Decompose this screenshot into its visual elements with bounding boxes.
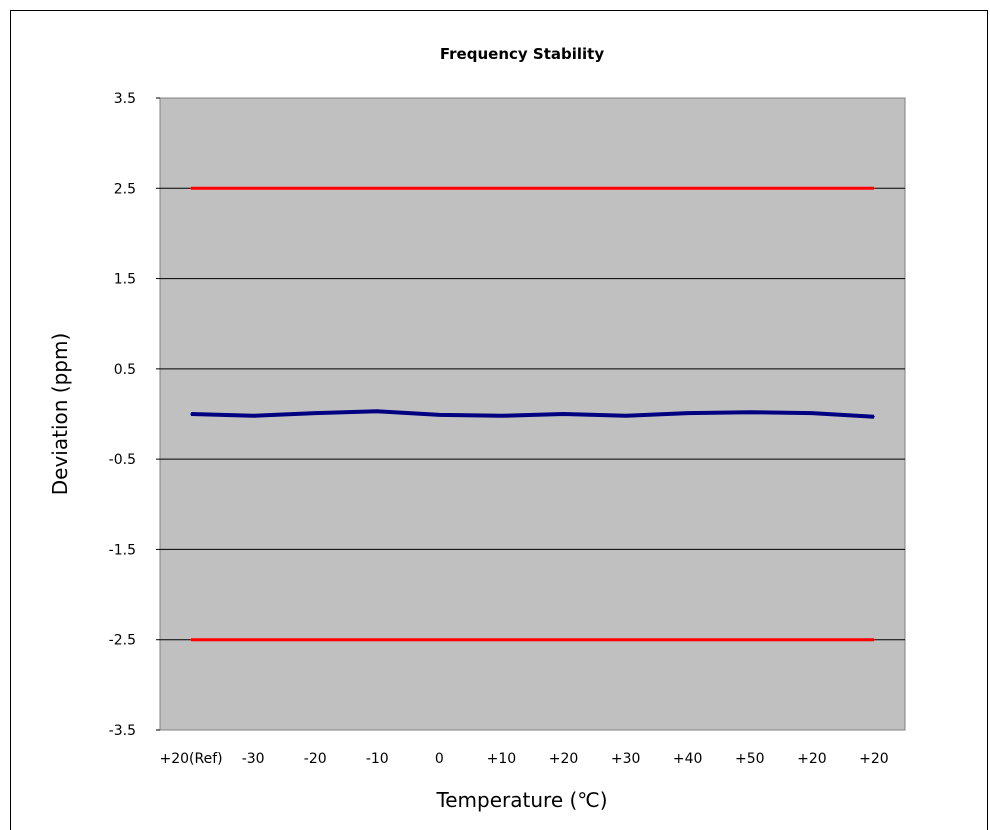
series-2-point xyxy=(438,638,441,641)
x-tick-label: +50 xyxy=(735,751,765,767)
x-tick-label: +30 xyxy=(611,751,641,767)
series-1-point xyxy=(500,187,503,190)
series-0-point xyxy=(686,412,689,414)
x-tick-label: 0 xyxy=(435,751,444,767)
series-0-point xyxy=(562,413,565,415)
y-tick-label: -0.5 xyxy=(109,452,136,468)
series-1-point xyxy=(624,187,627,190)
series-1-point xyxy=(314,187,317,190)
x-tick-label: -30 xyxy=(242,751,265,767)
series-0-point xyxy=(376,410,379,413)
series-line-0 xyxy=(190,409,875,419)
series-2-point xyxy=(811,638,813,641)
series-0-point xyxy=(438,414,441,416)
series-0-point xyxy=(314,412,317,414)
series-2-point xyxy=(190,638,192,641)
y-axis-label: Deviation (ppm) xyxy=(48,333,72,496)
series-0-point xyxy=(873,415,875,418)
x-tick-label: -10 xyxy=(366,751,389,767)
series-0-point xyxy=(500,415,503,417)
y-tick-label: -3.5 xyxy=(109,723,136,739)
series-2-point xyxy=(686,638,689,641)
series-2-point xyxy=(314,638,317,641)
x-tick-label: +10 xyxy=(487,751,517,767)
y-tick-label: -1.5 xyxy=(109,542,136,558)
series-1-point xyxy=(376,187,379,190)
series-1-point xyxy=(811,187,813,190)
y-tick-label: 3.5 xyxy=(114,91,136,107)
series-1-point xyxy=(873,187,875,190)
series-2-point xyxy=(624,638,627,641)
x-tick-label: -20 xyxy=(304,751,327,767)
series-1-point xyxy=(686,187,689,190)
series-1-point xyxy=(438,187,441,190)
series-2-point xyxy=(748,638,751,641)
x-axis-label: Temperature (℃) xyxy=(435,788,607,812)
y-axis-ticks: 3.5 2.5 1.5 0.5 -0.5 -1.5 -2.5 -3.5 xyxy=(109,91,160,739)
series-2-point xyxy=(562,638,565,641)
chart-title: Frequency Stability xyxy=(440,45,604,63)
y-tick-label: 0.5 xyxy=(114,362,136,378)
y-tick-label: -2.5 xyxy=(109,633,136,649)
series-2-point xyxy=(500,638,503,641)
y-tick-label: 2.5 xyxy=(114,181,136,197)
series-0-point xyxy=(748,411,751,413)
x-tick-label: +40 xyxy=(673,751,703,767)
x-tick-label: +20 xyxy=(549,751,579,767)
series-1-point xyxy=(562,187,565,190)
x-axis-ticks: +20(Ref) -30 -20 -10 0 +10 +20 +30 +40 +50 +20 +20 xyxy=(159,751,888,767)
x-tick-label: +20(Ref) xyxy=(159,751,222,767)
series-0-point xyxy=(811,412,813,414)
series-2-point xyxy=(376,638,379,641)
series-1-point xyxy=(252,187,254,190)
series-1-point xyxy=(748,187,751,190)
series-0-point xyxy=(252,415,254,417)
series-1-point xyxy=(190,187,192,190)
x-tick-label: +20 xyxy=(859,751,889,767)
series-0-point xyxy=(624,415,627,417)
y-tick-label: 1.5 xyxy=(114,272,136,288)
x-tick-label: +20 xyxy=(797,751,827,767)
series-0-point xyxy=(190,413,192,415)
series-2-point xyxy=(873,638,875,641)
series-layer xyxy=(190,186,875,642)
series-2-point xyxy=(252,638,254,641)
